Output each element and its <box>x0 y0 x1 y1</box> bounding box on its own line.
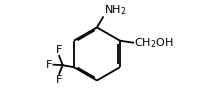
Text: F: F <box>55 75 62 85</box>
Text: F: F <box>55 45 62 55</box>
Text: CH$_2$OH: CH$_2$OH <box>134 36 174 50</box>
Text: NH$_2$: NH$_2$ <box>104 3 127 17</box>
Text: F: F <box>46 60 53 70</box>
